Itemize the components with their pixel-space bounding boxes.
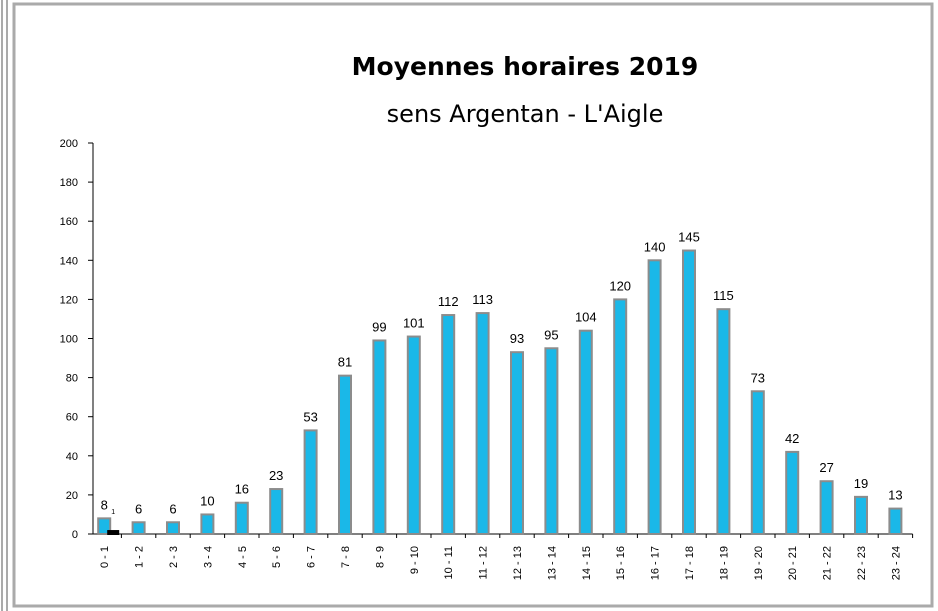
value-label: 53 <box>303 409 317 424</box>
x-tick-label: 22 - 23 <box>856 546 868 580</box>
chart-title: Moyennes horaires 2019 <box>352 52 699 81</box>
value-label: 104 <box>575 310 597 325</box>
bar <box>372 339 387 535</box>
value-label: 93 <box>510 331 524 346</box>
value-label: 73 <box>751 370 765 385</box>
x-tick-label: 0 - 1 <box>99 546 111 568</box>
y-tick-label: 200 <box>60 138 78 150</box>
bar <box>888 507 903 535</box>
bar <box>578 329 593 535</box>
x-tick-label: 17 - 18 <box>684 546 696 580</box>
y-tick-label: 20 <box>66 490 78 502</box>
value-label: 19 <box>854 476 868 491</box>
bar <box>269 488 284 536</box>
bar <box>647 259 662 535</box>
value-label: 8 <box>101 497 108 512</box>
value-label: 42 <box>785 431 799 446</box>
x-tick-label: 9 - 10 <box>409 546 421 574</box>
x-tick-label: 5 - 6 <box>271 546 283 568</box>
bar <box>131 521 146 536</box>
y-tick-label: 0 <box>72 529 78 541</box>
y-tick-label: 40 <box>66 451 78 463</box>
value-label: 10 <box>200 493 214 508</box>
bar <box>716 308 731 535</box>
bar <box>475 312 490 535</box>
x-tick-label: 18 - 19 <box>718 546 730 580</box>
x-tick-label: 7 - 8 <box>340 546 352 568</box>
bar <box>303 429 318 536</box>
x-tick-label: 16 - 17 <box>650 546 662 580</box>
value-label: 140 <box>644 239 666 254</box>
value-label: 99 <box>372 319 386 334</box>
x-tick-label: 23 - 24 <box>890 546 902 580</box>
x-tick-label: 12 - 13 <box>512 546 524 580</box>
x-tick-label: 13 - 14 <box>546 546 558 580</box>
y-tick-label: 80 <box>66 373 78 385</box>
bar <box>785 450 800 536</box>
value-label: 145 <box>678 230 700 245</box>
y-tick-label: 60 <box>66 412 78 424</box>
y-tick-label: 160 <box>60 216 78 228</box>
value-label: 115 <box>713 288 734 303</box>
bar <box>441 314 456 536</box>
value-label: 113 <box>472 292 493 307</box>
x-tick-label: 20 - 21 <box>787 546 799 580</box>
x-tick-label: 1 - 2 <box>134 546 146 568</box>
x-tick-label: 21 - 22 <box>822 546 834 580</box>
x-tick-label: 3 - 4 <box>202 546 214 568</box>
x-tick-label: 4 - 5 <box>237 546 249 568</box>
bar <box>750 390 765 535</box>
x-tick-label: 10 - 11 <box>443 546 455 579</box>
bar <box>406 335 421 536</box>
x-tick-label: 15 - 16 <box>615 546 627 580</box>
marker-label: 1 <box>111 509 115 516</box>
bar <box>234 501 249 536</box>
bar <box>819 480 834 535</box>
x-tick-label: 8 - 9 <box>374 546 386 568</box>
value-label: 101 <box>403 316 425 331</box>
bar <box>613 298 628 535</box>
y-tick-label: 140 <box>60 255 78 267</box>
value-label: 16 <box>235 482 249 497</box>
value-label: 13 <box>888 488 902 503</box>
y-tick-label: 100 <box>60 334 78 346</box>
value-label: 23 <box>269 468 283 483</box>
y-tick-label: 120 <box>60 294 78 306</box>
bar <box>544 347 559 535</box>
marker-bar <box>107 530 120 535</box>
y-tick-label: 180 <box>60 177 78 189</box>
x-tick-label: 2 - 3 <box>168 546 180 568</box>
value-label: 27 <box>819 460 833 475</box>
value-label: 6 <box>135 501 142 516</box>
x-tick-label: 19 - 20 <box>753 546 765 580</box>
x-tick-label: 6 - 7 <box>306 546 318 568</box>
x-tick-label: 11 - 12 <box>478 546 490 579</box>
value-label: 95 <box>544 327 558 342</box>
chart-subtitle: sens Argentan - L'Aigle <box>387 100 664 128</box>
x-tick-label: 14 - 15 <box>581 546 593 580</box>
value-label: 81 <box>338 355 352 370</box>
value-label: 112 <box>438 294 459 309</box>
bar <box>200 513 215 536</box>
bar <box>854 495 868 536</box>
value-label: 120 <box>609 278 631 293</box>
chart-frame <box>12 2 934 608</box>
value-label: 6 <box>169 501 176 516</box>
bar <box>682 249 696 535</box>
bar <box>510 351 524 535</box>
bar <box>166 521 180 536</box>
bar <box>338 374 352 535</box>
